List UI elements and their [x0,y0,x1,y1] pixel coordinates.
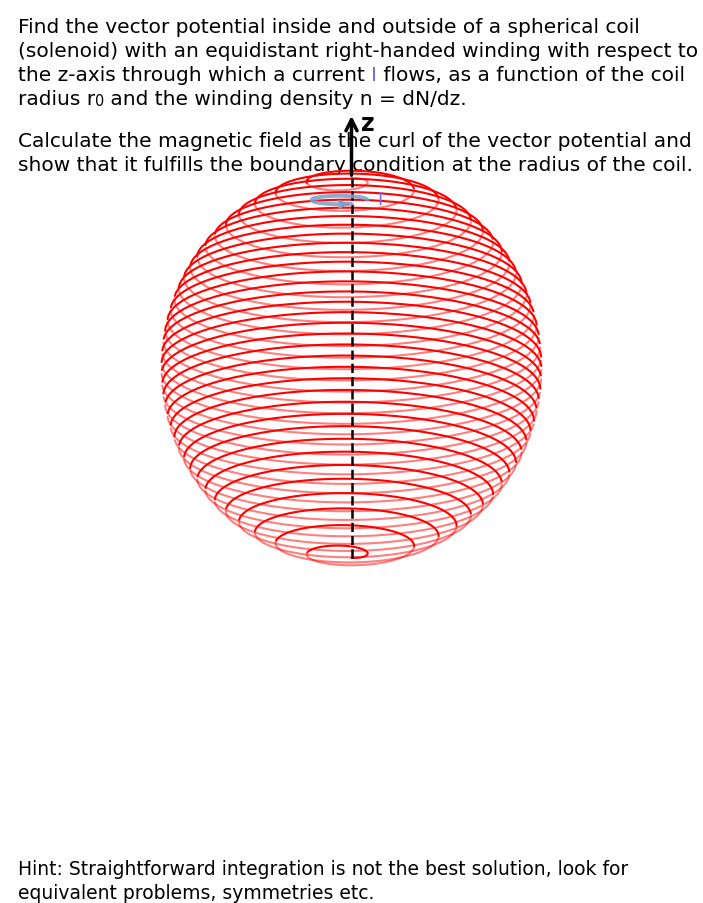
Text: Hint: Straightforward integration is not the best solution, look for: Hint: Straightforward integration is not… [18,859,628,878]
Text: (solenoid) with an equidistant right-handed winding with respect to: (solenoid) with an equidistant right-han… [18,42,698,61]
Text: flows, as a function of the coil: flows, as a function of the coil [378,66,685,85]
Text: radius r: radius r [18,90,95,109]
Text: equivalent problems, symmetries etc.: equivalent problems, symmetries etc. [18,883,375,902]
Text: Calculate the magnetic field as the curl of the vector potential and: Calculate the magnetic field as the curl… [18,132,692,151]
Text: z: z [361,112,375,135]
Text: and the winding density n = dN/dz.: and the winding density n = dN/dz. [104,90,467,109]
Text: I: I [378,191,382,209]
Text: 0: 0 [95,94,104,109]
Text: I: I [371,66,378,85]
Text: Find the vector potential inside and outside of a spherical coil: Find the vector potential inside and out… [18,18,640,37]
Text: show that it fulfills the boundary condition at the radius of the coil.: show that it fulfills the boundary condi… [18,156,693,175]
Text: the z-axis through which a current: the z-axis through which a current [18,66,371,85]
